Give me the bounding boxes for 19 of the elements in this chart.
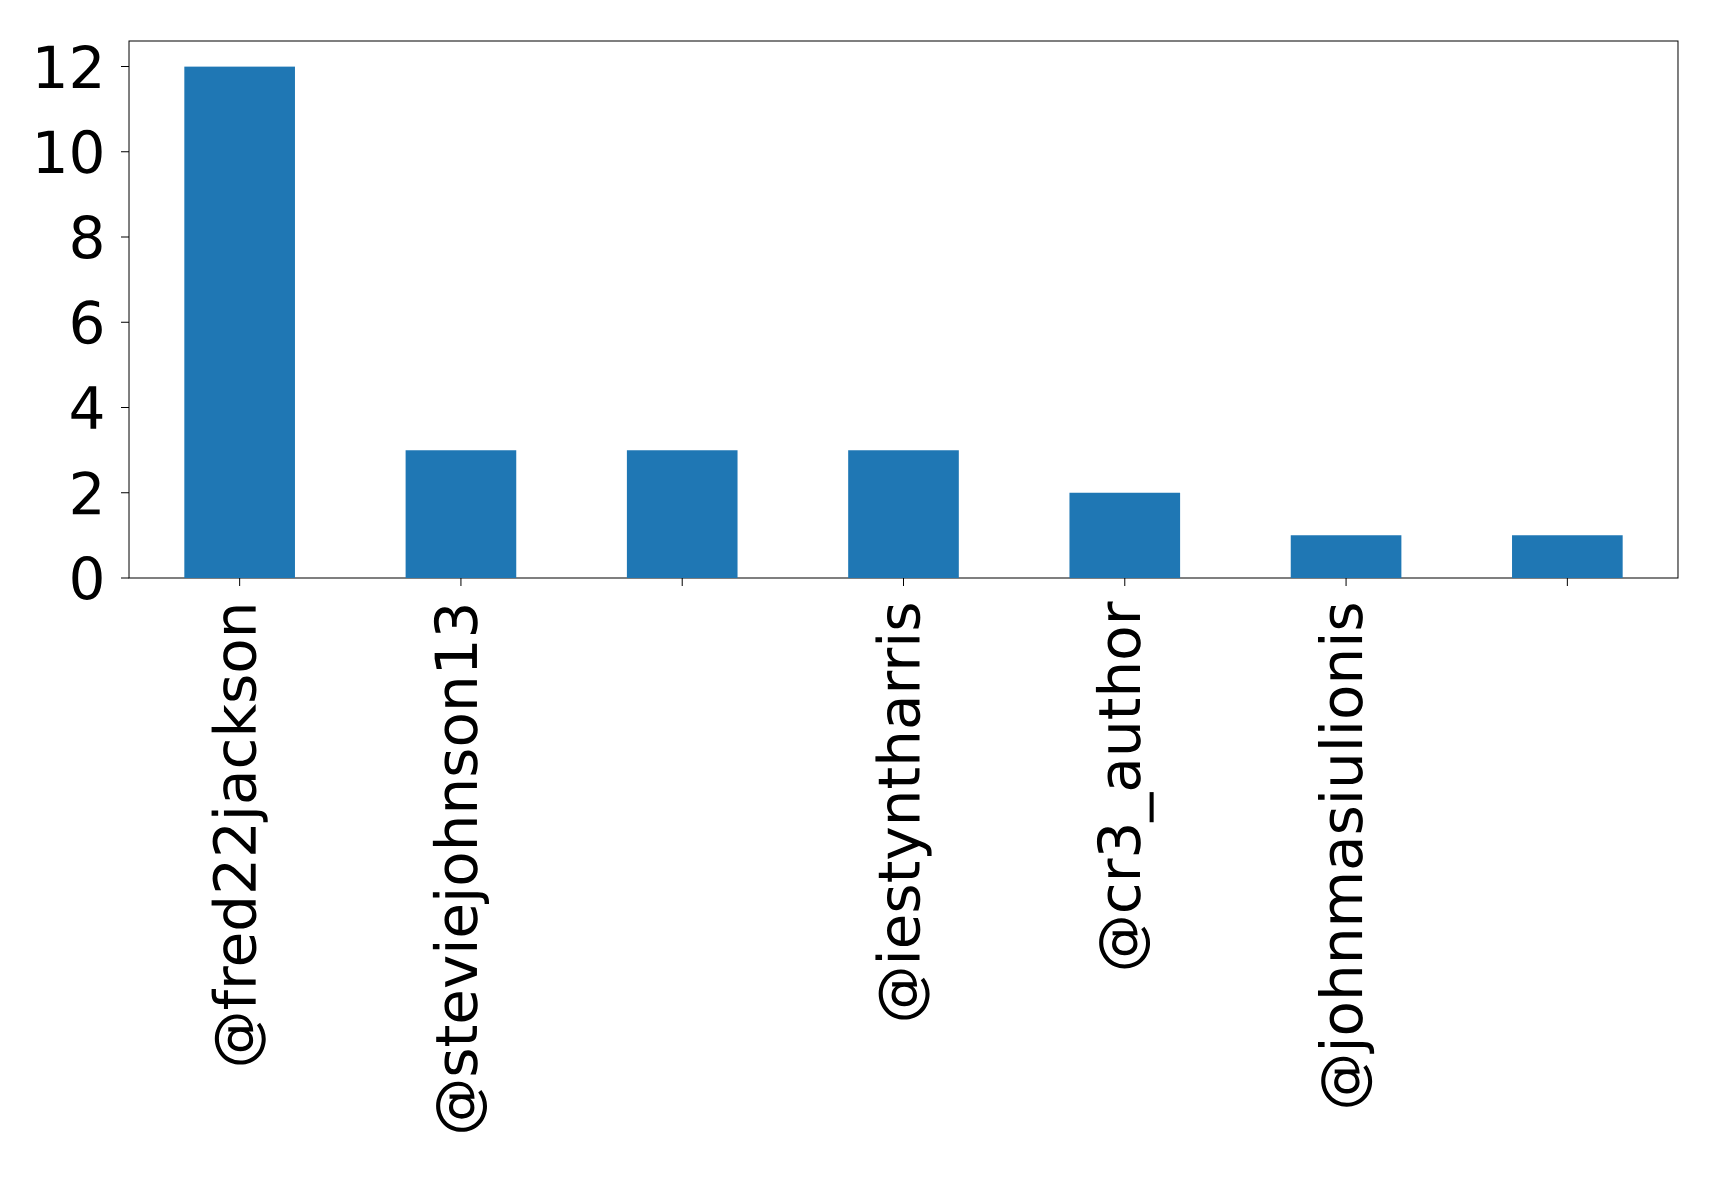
y-tick-label: 2 [72,471,100,515]
x-tick-label: @cr3_author [1095,601,1154,969]
x-tick-label: @iestyntharris [875,604,932,1020]
y-tick-label: 4 [71,386,103,429]
bar [1512,535,1623,578]
x-tick-label: @johnmasiulionis [1318,604,1375,1107]
bar [626,450,738,578]
y-tick-label: 6 [72,300,102,345]
y-tick-label: 8 [72,215,102,259]
y-tick-label: 10 [38,129,102,174]
bar [1290,535,1402,578]
y-tick-label: 12 [38,45,100,89]
x-tick-label: @fred22jackson [211,606,268,1065]
bar [405,450,517,578]
bar [1069,492,1181,578]
bar [848,450,959,578]
x-tick-label: @steviejohnson13 [432,606,489,1132]
bar [184,66,295,578]
y-tick-label: 0 [72,556,102,600]
